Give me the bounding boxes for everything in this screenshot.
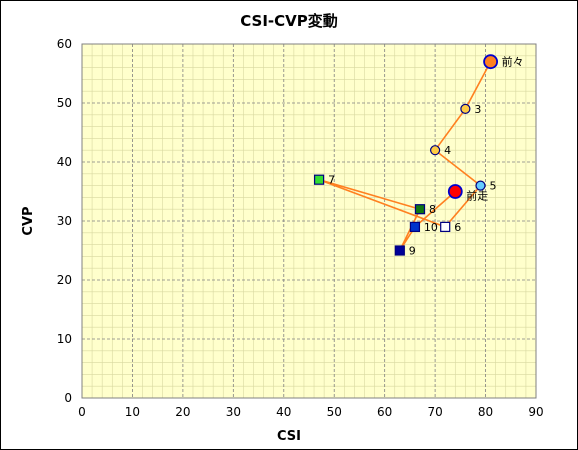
x-tick-label: 90 [528,405,543,419]
data-point [483,54,499,70]
data-label: 4 [444,144,451,157]
x-axis-label: CSI [277,429,301,444]
y-tick-label: 40 [57,155,72,169]
y-tick-label: 60 [57,37,72,51]
y-tick-label: 0 [64,391,72,405]
data-label: 前走 [466,189,488,203]
y-axis-label: CVP [21,206,36,235]
y-tick-label: 50 [57,96,72,110]
x-tick-label: 50 [327,405,342,419]
x-tick-label: 20 [175,405,190,419]
data-point [447,184,463,199]
data-label: 3 [474,103,481,116]
data-point [475,180,486,191]
data-label: 10 [424,221,438,234]
x-tick-label: 0 [78,405,86,419]
data-label: 6 [454,221,461,234]
data-label: 5 [490,180,497,193]
plot-border [81,43,537,399]
chart-title: CSI-CVP変動 [240,12,338,30]
data-label: 前々 [502,55,524,69]
data-point [440,221,451,232]
data-point [313,174,325,185]
x-tick-label: 80 [478,405,493,419]
x-tick-label: 40 [276,405,291,419]
x-tick-label: 30 [226,405,241,419]
data-point [409,221,421,232]
x-tick-label: 60 [377,405,392,419]
data-point [430,145,441,156]
data-point [414,204,426,215]
data-label: 9 [409,245,416,258]
data-point [460,103,471,115]
x-tick-label: 10 [125,405,140,419]
series-line [318,61,492,251]
y-tick-label: 30 [57,214,72,228]
y-tick-label: 20 [57,273,72,287]
x-tick-label: 70 [427,405,442,419]
data-label: 7 [328,174,335,187]
data-label: 8 [429,203,436,216]
y-tick-label: 10 [57,332,72,346]
data-point [394,245,405,256]
